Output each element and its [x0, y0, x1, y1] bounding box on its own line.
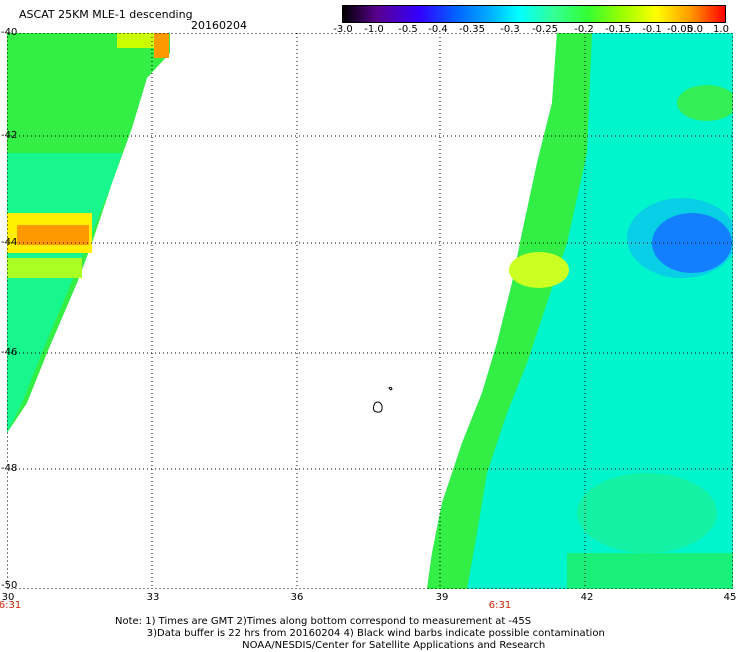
- left-swath-orange-top: [154, 33, 169, 58]
- lat-label: -42: [1, 130, 18, 141]
- right-swath-bottom-green: [567, 553, 733, 589]
- right-swath-green-patch: [677, 85, 733, 121]
- colorbar-label: -0.05: [667, 24, 693, 35]
- colorbar-label: -0.4: [428, 24, 448, 35]
- map-date: 20160204: [191, 19, 247, 32]
- right-swath-yellow-spot: [509, 252, 569, 288]
- colorbar-label: -0.1: [642, 24, 662, 35]
- colorbar-label: -0.15: [605, 24, 631, 35]
- lat-label: -48: [1, 463, 18, 474]
- map-plot-area: [7, 33, 733, 589]
- colorbar-label: 1.0: [713, 24, 729, 35]
- colorbar: [342, 5, 726, 23]
- map-title: ASCAT 25KM MLE-1 descending: [19, 8, 193, 21]
- left-swath-yellow-top: [117, 33, 162, 48]
- lon-label: 33: [146, 592, 160, 603]
- time-label: 6:31: [488, 600, 512, 611]
- colorbar-label: -0.5: [398, 24, 418, 35]
- footer-line-3: NOAA/NESDIS/Center for Satellite Applica…: [242, 640, 546, 651]
- lon-label: 39: [435, 592, 449, 603]
- left-swath-cyan-strip: [7, 153, 122, 433]
- colorbar-label: -1.0: [364, 24, 384, 35]
- right-swath-green-edge: [427, 33, 592, 589]
- time-label: 6:31: [0, 600, 22, 611]
- right-swath: [427, 33, 733, 589]
- colorbar-label: 0.0: [687, 24, 703, 35]
- graticule: [7, 33, 733, 589]
- right-swath-green-patch: [577, 473, 717, 553]
- left-swath-orange-band: [17, 225, 89, 245]
- island-outline: [372, 386, 393, 413]
- right-swath-lightblue-patch: [627, 198, 733, 278]
- colorbar-label: -0.35: [459, 24, 485, 35]
- lat-label: -44: [1, 237, 18, 248]
- colorbar-label: -0.3: [500, 24, 520, 35]
- footer-line-1: Note: 1) Times are GMT 2)Times along bot…: [115, 616, 532, 627]
- lon-label: 30: [1, 592, 15, 603]
- colorbar-label: -0.25: [532, 24, 558, 35]
- lat-label: -46: [1, 347, 18, 358]
- left-swath-yellow-mid: [7, 258, 82, 278]
- lat-label: -50: [1, 580, 18, 591]
- footer-line-2: 3)Data buffer is 22 hrs from 20160204 4)…: [146, 628, 605, 639]
- colorbar-label: -0.2: [574, 24, 594, 35]
- lon-label: 45: [723, 592, 737, 603]
- lon-label: 36: [290, 592, 304, 603]
- footer-note: Note: 1) Times are GMT 2)Times along bot…: [115, 616, 605, 652]
- colorbar-label: -3.0: [333, 24, 353, 35]
- lat-label: -40: [1, 27, 18, 38]
- colorbar-labels: -3.0 -1.0 -0.5 -0.4 -0.35 -0.3 -0.25 -0.…: [330, 24, 730, 36]
- lon-label: 42: [580, 592, 594, 603]
